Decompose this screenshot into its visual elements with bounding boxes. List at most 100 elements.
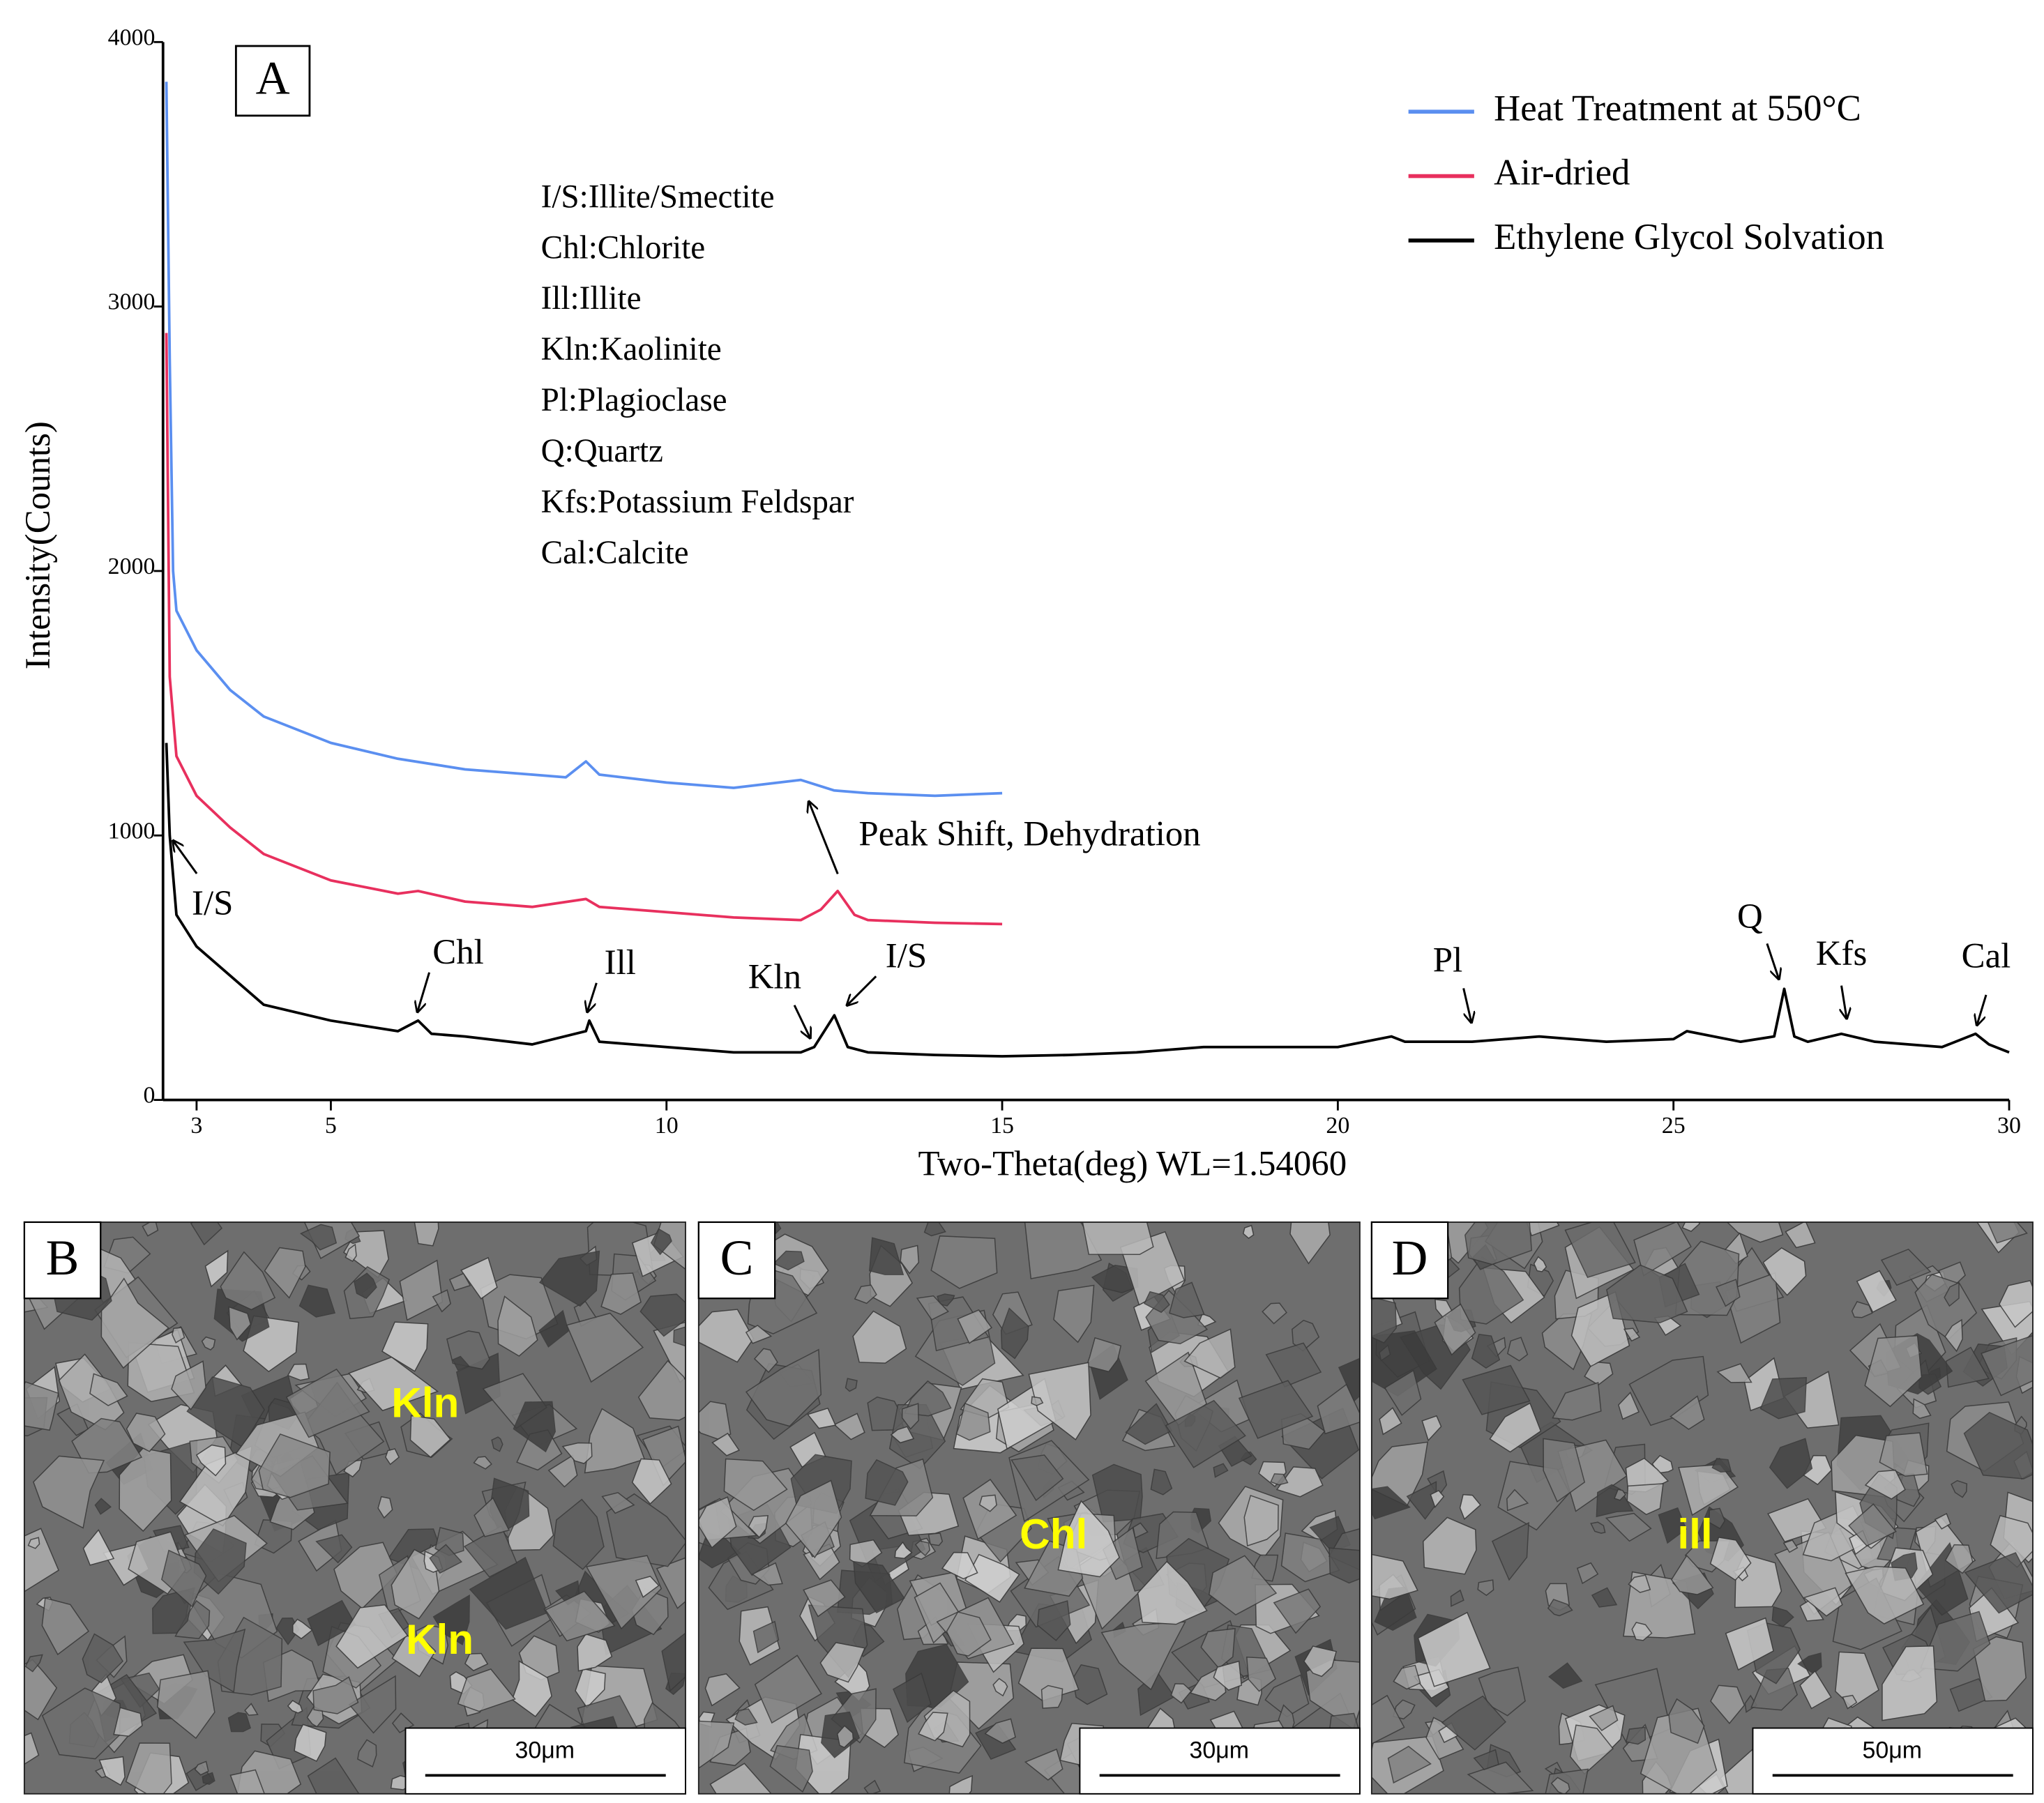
sem-grain	[1392, 1699, 1416, 1720]
annotation-arrow	[587, 982, 598, 1012]
annotation-label: Cal	[1962, 937, 2011, 976]
sem-grain	[930, 1235, 998, 1289]
sem-grain	[1459, 1493, 1481, 1521]
sem-grain	[220, 1251, 276, 1311]
sem-grain	[1842, 1694, 1858, 1710]
mineral-label: Kln	[391, 1379, 459, 1427]
sem-grain	[381, 1321, 429, 1372]
sem-grain	[1605, 1512, 1652, 1542]
legend-label: Heat Treatment at 550°C	[1494, 88, 1861, 128]
sem-grain	[1262, 1302, 1287, 1325]
sem-grain	[806, 1407, 837, 1429]
sem-grain	[24, 1732, 40, 1765]
sem-grain	[545, 1590, 616, 1642]
sem-grain	[745, 1324, 773, 1344]
key-line: Ill:Illite	[541, 280, 642, 317]
sem-grain	[429, 1544, 463, 1574]
sem-grain	[601, 1491, 635, 1514]
y-tick-label: 2000	[108, 554, 156, 579]
sem-grain	[1473, 1749, 1499, 1771]
sem-grain	[1668, 1698, 1705, 1744]
scale-bar-box	[1752, 1727, 2034, 1795]
x-tick-label: 3	[190, 1113, 202, 1139]
sem-grain	[637, 1360, 686, 1421]
sem-grain	[1441, 1695, 1506, 1751]
sem-grain	[1506, 1337, 1529, 1362]
sem-grain	[1762, 1247, 1807, 1296]
sem-image: CChlQ30μm	[697, 1221, 1361, 1795]
sem-grain	[497, 1295, 538, 1357]
sem-grain	[1100, 1621, 1186, 1691]
sem-grain	[452, 1355, 470, 1371]
sem-grain	[1384, 1369, 1422, 1416]
sem-grain	[852, 1310, 907, 1364]
sem-grain	[161, 1549, 207, 1608]
sem-grain	[1912, 1398, 1932, 1420]
scale-bar-label: 30μm	[1189, 1737, 1249, 1763]
y-tick-label: 0	[143, 1083, 155, 1109]
sem-grain	[854, 1284, 877, 1304]
sem-grain	[1303, 1645, 1338, 1678]
sem-grain	[1584, 1361, 1614, 1386]
annotation-label: Ill	[605, 943, 636, 982]
sem-grain	[1489, 1402, 1542, 1453]
sem-grain	[1658, 1507, 1687, 1544]
sem-grain	[1589, 1705, 1619, 1731]
data-line	[165, 82, 1003, 798]
sem-grain	[1670, 1395, 1705, 1430]
sem-grain	[1462, 1364, 1531, 1415]
sem-grain	[1450, 1589, 1464, 1607]
data-line	[165, 333, 1003, 926]
sem-grain	[1024, 1748, 1063, 1781]
sem-grain	[831, 1688, 877, 1744]
sem-grain	[773, 1250, 805, 1271]
sem-grain	[1987, 1222, 2028, 1244]
sem-grain	[1289, 1222, 1331, 1265]
sem-grain	[1711, 1458, 1732, 1473]
sem-grain	[1430, 1489, 1445, 1509]
sem-grain	[819, 1642, 866, 1683]
sem-grain	[948, 1774, 974, 1794]
sem-grain	[1328, 1547, 1360, 1584]
sem-grain	[432, 1594, 470, 1645]
panel-label: C	[720, 1231, 754, 1286]
y-tick-label: 4000	[108, 24, 156, 50]
sem-grain	[538, 1309, 569, 1348]
sem-grain	[201, 1336, 216, 1351]
sem-grain	[227, 1712, 252, 1733]
sem-grain	[1628, 1574, 1651, 1593]
sem-grain	[753, 1348, 778, 1374]
sem-grain	[1024, 1222, 1103, 1279]
sem-grain	[698, 1401, 732, 1440]
sem-grain	[1143, 1291, 1170, 1314]
sem-grain	[474, 1497, 510, 1537]
sem-grain	[432, 1289, 451, 1313]
sem-grain	[244, 1703, 259, 1716]
sem-grain	[457, 1668, 516, 1712]
sem-grain	[955, 1402, 991, 1441]
sem-grain	[119, 1447, 172, 1532]
x-tick-label: 30	[1997, 1113, 2021, 1139]
sem-grain	[577, 1633, 613, 1672]
sem-grain	[1564, 1222, 1636, 1278]
sem-grain	[1371, 1296, 1397, 1344]
sem-grain	[1981, 1334, 2033, 1397]
sem-grain	[345, 1243, 357, 1263]
panel-label: A	[256, 52, 290, 104]
sem-grain	[853, 1560, 905, 1614]
sem-grain	[89, 1373, 128, 1406]
data-line	[165, 743, 2010, 1058]
sem-grain	[745, 1348, 822, 1427]
sem-grain	[992, 1678, 1008, 1697]
sem-grain	[1999, 1279, 2033, 1328]
sem-grain	[918, 1712, 948, 1742]
sem-grain	[1725, 1617, 1774, 1671]
sem-grain	[377, 1496, 393, 1519]
annotation-arrow	[1842, 985, 1847, 1019]
sem-grain	[1845, 1565, 1925, 1625]
sem-grain	[82, 1633, 124, 1684]
sem-grain	[190, 1222, 223, 1246]
panel-label: D	[1392, 1231, 1428, 1286]
sem-grain	[1864, 1469, 1906, 1500]
sem-grain	[1506, 1489, 1529, 1512]
